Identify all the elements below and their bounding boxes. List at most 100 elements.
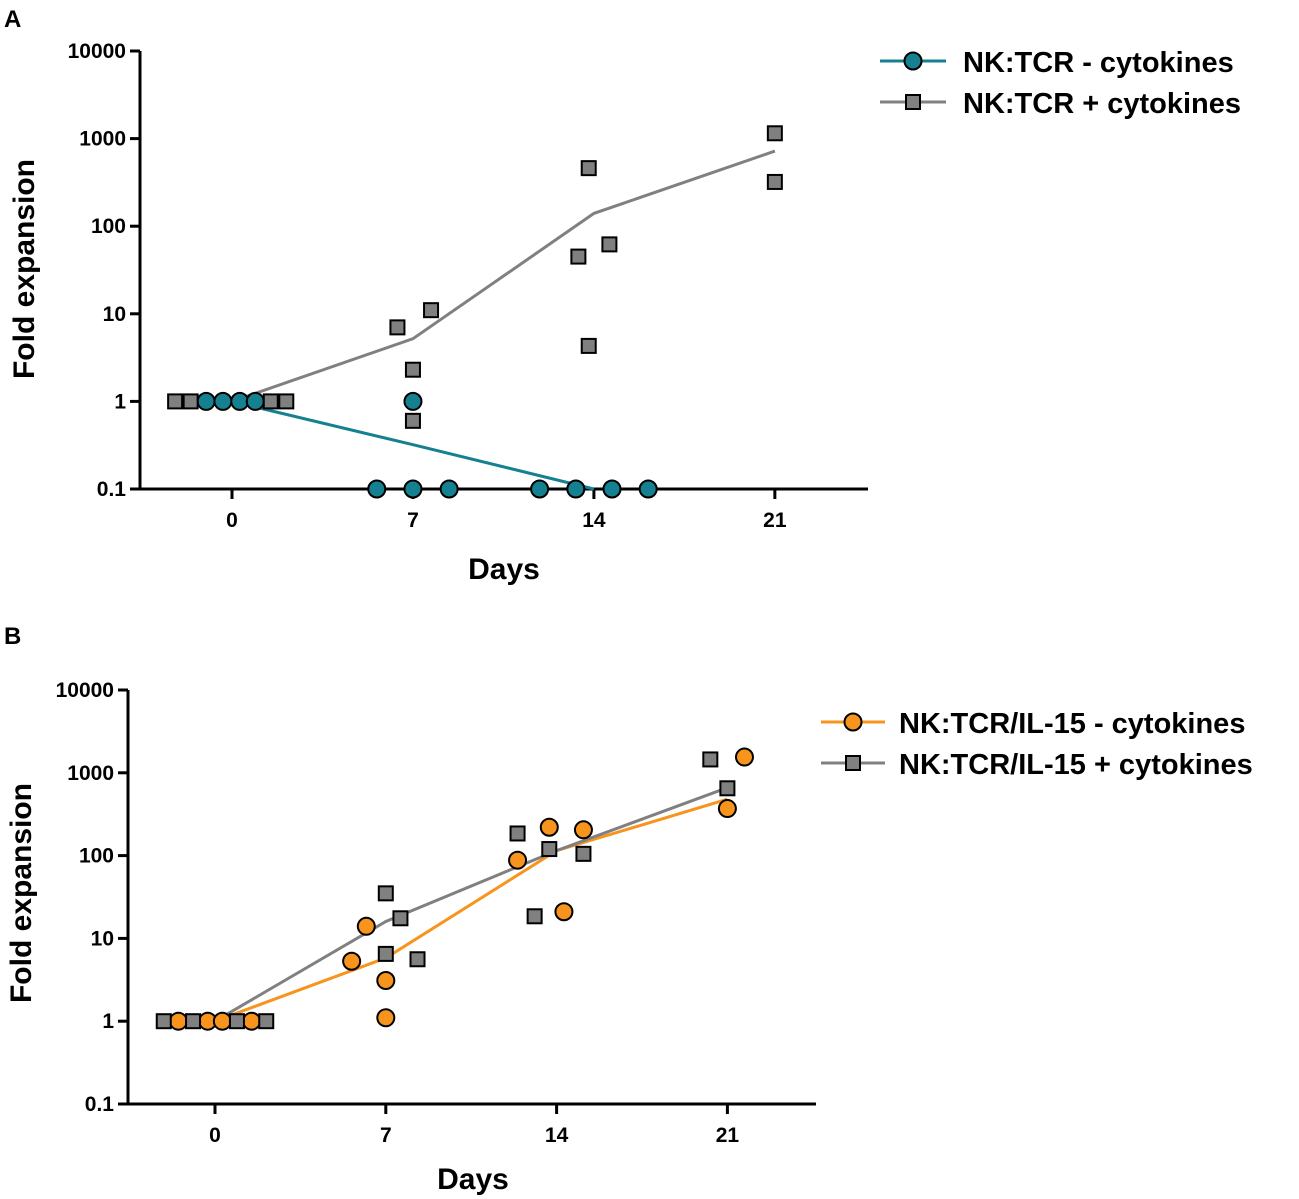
data-point-circle: [242, 1011, 262, 1031]
data-point-square: [766, 173, 783, 190]
data-point-square: [423, 302, 440, 319]
data-point-square: [185, 1013, 202, 1030]
data-point-circle: [356, 916, 376, 936]
x-tick-label: 21: [763, 509, 787, 532]
data-point-square: [702, 751, 719, 768]
data-point-square: [392, 910, 409, 927]
x-tick-label: 14: [545, 1124, 569, 1147]
y-tick-label: 1000: [79, 128, 126, 151]
y-tick-label: 1000: [67, 762, 114, 785]
x-tick-label: 21: [716, 1124, 740, 1147]
data-point-square: [228, 1013, 245, 1030]
data-point-circle: [508, 850, 528, 870]
data-point-circle: [638, 479, 658, 499]
data-point-square: [766, 125, 783, 142]
legend-label: NK:TCR - cytokines: [963, 47, 1234, 79]
data-point-circle: [573, 820, 593, 840]
data-point-square: [575, 845, 592, 862]
y-tick-label: 10: [91, 927, 114, 950]
data-point-square: [155, 1013, 172, 1030]
y-tick-label: 100: [91, 215, 126, 238]
x-tick-label: 14: [582, 509, 606, 532]
data-point-square: [541, 841, 558, 858]
legend-item: NK:TCR + cytokines: [880, 88, 1241, 120]
y-tick-label: 1: [114, 390, 126, 413]
data-point-circle: [554, 902, 574, 922]
series-line: [231, 399, 595, 491]
data-point-circle: [566, 479, 586, 499]
data-point-square: [389, 319, 406, 336]
legend-label: NK:TCR/IL-15 + cytokines: [899, 749, 1253, 781]
y-axis-title: Fold expansion: [5, 783, 38, 1003]
x-axis-title: Days: [437, 1163, 509, 1196]
legend-item: NK:TCR/IL-15 + cytokines: [821, 749, 1253, 781]
y-tick-label: 100: [79, 845, 114, 868]
data-point-circle: [367, 479, 387, 499]
data-point-square: [409, 951, 426, 968]
legend-square-marker: [845, 755, 861, 771]
y-tick-label: 0.1: [97, 478, 127, 501]
data-point-circle: [403, 391, 423, 411]
data-point-circle: [439, 479, 459, 499]
data-point-circle: [734, 747, 754, 767]
data-point-square: [404, 361, 421, 378]
series-line: [214, 786, 728, 1023]
series-line: [214, 797, 728, 1023]
data-point-circle: [539, 817, 559, 837]
data-point-circle: [168, 1011, 188, 1031]
data-point-circle: [376, 1008, 396, 1028]
legend-circle-marker: [903, 51, 923, 71]
y-axis-title: Fold expansion: [8, 159, 41, 379]
legend-item: NK:TCR/IL-15 - cytokines: [821, 708, 1245, 740]
legend: NK:TCR/IL-15 - cytokines NK:TCR/IL-15 + …: [821, 708, 1253, 781]
legend-label: NK:TCR/IL-15 - cytokines: [899, 708, 1245, 740]
data-point-square: [377, 885, 394, 902]
data-point-square: [580, 337, 597, 354]
data-point-square: [404, 412, 421, 429]
data-point-square: [601, 236, 618, 253]
y-tick-label: 1: [102, 1010, 114, 1033]
x-axis-title: Days: [468, 553, 540, 586]
data-point-square: [167, 393, 184, 410]
data-point-square: [509, 825, 526, 842]
data-point-square: [182, 393, 199, 410]
data-point-square: [262, 393, 279, 410]
y-tick-label: 0.1: [85, 1093, 115, 1116]
data-point-square: [719, 780, 736, 797]
data-point-circle: [530, 479, 550, 499]
chart-b: 0.1 1 10 100 1000 10000 0 7 14 21 Days Fold expan…: [5, 679, 1253, 1196]
legend: NK:TCR - cytokines NK:TCR + cytokines: [880, 47, 1241, 120]
data-point-circle: [196, 391, 216, 411]
y-tick-label: 10000: [68, 40, 126, 63]
data-point-circle: [602, 479, 622, 499]
data-point-circle: [342, 951, 362, 971]
data-point-square: [278, 393, 295, 410]
x-tick-label: 7: [407, 509, 419, 532]
data-point-square: [526, 908, 543, 925]
data-point-circle: [717, 799, 737, 819]
y-tick-label: 10000: [56, 679, 114, 702]
data-point-square: [258, 1013, 275, 1030]
legend-item: NK:TCR - cytokines: [880, 47, 1234, 79]
data-point-circle: [376, 971, 396, 991]
data-point-circle: [403, 479, 423, 499]
legend-circle-marker: [843, 712, 863, 732]
series-line: [231, 149, 776, 403]
data-point-circle: [245, 391, 265, 411]
legend-square-marker: [905, 94, 921, 110]
data-point-circle: [213, 391, 233, 411]
data-point-circle: [212, 1011, 232, 1031]
panel-letter-b: B: [4, 623, 21, 650]
chart-a: 0.1 1 10 100 1000 10000 0 7 14 21 Days Fold expan…: [8, 40, 1241, 586]
data-point-square: [580, 160, 597, 177]
x-tick-label: 0: [209, 1124, 221, 1147]
panel-letter-a: A: [4, 6, 21, 33]
y-tick-label: 10: [103, 303, 126, 326]
data-point-square: [570, 248, 587, 265]
legend-label: NK:TCR + cytokines: [963, 88, 1241, 120]
x-tick-label: 0: [226, 509, 238, 532]
data-point-square: [377, 945, 394, 962]
data-point-circle: [230, 391, 250, 411]
x-tick-label: 7: [380, 1124, 392, 1147]
